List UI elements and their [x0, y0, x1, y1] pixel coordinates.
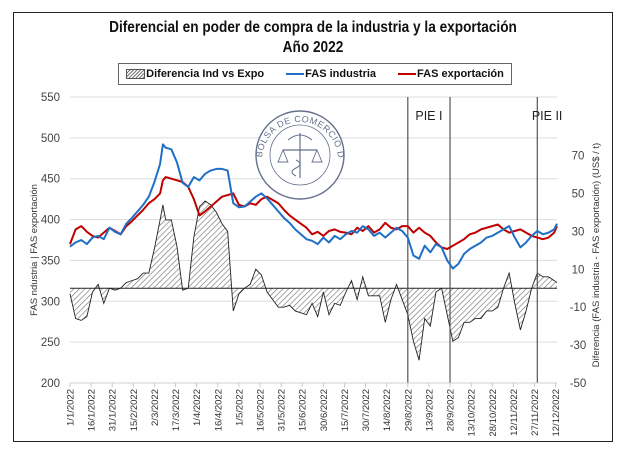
y-tick-label: 300: [41, 296, 60, 308]
x-tick-label: 29/8/2022: [403, 389, 414, 431]
legend: Diferencia Ind vs Expo FAS industria FAS…: [118, 63, 512, 85]
x-tick-label: 28/10/2022: [488, 389, 499, 437]
legend-item-diferencia: Diferencia Ind vs Expo: [126, 68, 264, 80]
x-tick-label: 27/11/2022: [530, 389, 541, 436]
x-tick-label: 13/10/2022: [467, 389, 478, 437]
y-tick-label: 500: [41, 133, 60, 145]
y2-tick-label: -50: [570, 378, 587, 390]
y-tick-label: 400: [41, 215, 60, 227]
x-tick-label: 15/6/2022: [298, 389, 309, 431]
x-tick-label: 30/6/2022: [319, 389, 330, 431]
legend-line-swatch: [286, 73, 305, 75]
y2-tick-label: -30: [570, 340, 587, 352]
x-tick-label: 30/7/2022: [361, 389, 372, 431]
chart-frame: [13, 12, 613, 442]
x-tick-label: 16/1/2022: [87, 389, 98, 431]
x-tick-label: 31/1/2022: [108, 389, 119, 431]
legend-label: FAS exportación: [417, 68, 504, 80]
y2-tick-label: 50: [572, 188, 585, 200]
diferencia-area: [70, 201, 557, 361]
x-tick-label: 17/3/2022: [171, 389, 182, 431]
y-tick-label: 450: [41, 174, 60, 186]
chart-subtitle: Año 2022: [282, 39, 344, 56]
x-tick-label: 31/5/2022: [277, 389, 288, 431]
x-tick-label: 12/12/2022: [551, 389, 562, 437]
legend-label: FAS industria: [305, 68, 377, 80]
x-tick-label: 16/5/2022: [256, 389, 267, 431]
legend-hatch-swatch: [126, 69, 146, 79]
chart-title: Diferencial en poder de compra de la ind…: [109, 19, 517, 36]
y2-tick-label: 30: [572, 226, 585, 238]
legend-item-fas-industria: FAS industria: [286, 68, 376, 80]
x-tick-label: 1/5/2022: [234, 389, 245, 426]
y2-axis-title: Diferencia (FAS industria - FAS exportac…: [591, 143, 602, 367]
x-tick-label: 13/9/2022: [424, 389, 435, 431]
x-tick-label: 12/11/2022: [509, 389, 520, 436]
pie-annotation: PIE II: [532, 109, 563, 123]
y2-tick-label: 10: [572, 264, 585, 276]
fas-industria-line: [69, 143, 558, 270]
y-tick-label: 200: [41, 378, 60, 390]
legend-item-fas-exportacion: FAS exportación: [398, 68, 504, 80]
y-axis-title: FAS ndustria | FAS exportación: [29, 184, 40, 316]
legend-line-swatch: [398, 73, 417, 75]
y-tick-label: 350: [41, 255, 60, 267]
y-tick-label: 250: [41, 337, 60, 349]
x-tick-label: 1/4/2022: [192, 389, 203, 426]
y2-tick-label: 70: [572, 151, 585, 163]
x-tick-label: 28/9/2022: [446, 389, 457, 431]
x-tick-label: 16/4/2022: [213, 389, 224, 431]
x-tick-label: 14/8/2022: [382, 389, 393, 431]
pie-annotation: PIE I: [415, 109, 442, 123]
legend-label: Diferencia Ind vs Expo: [146, 68, 265, 80]
diferencia-outline: [69, 200, 558, 361]
y-tick-label: 550: [41, 92, 60, 104]
y2-tick-label: -10: [570, 302, 587, 314]
x-tick-label: 15/7/2022: [340, 389, 351, 431]
x-tick-label: 1/1/2022: [66, 389, 77, 426]
x-tick-label: 15/2/2022: [129, 389, 140, 431]
x-tick-label: 2/3/2022: [150, 389, 161, 426]
fas-exportacion-line: [69, 176, 558, 250]
